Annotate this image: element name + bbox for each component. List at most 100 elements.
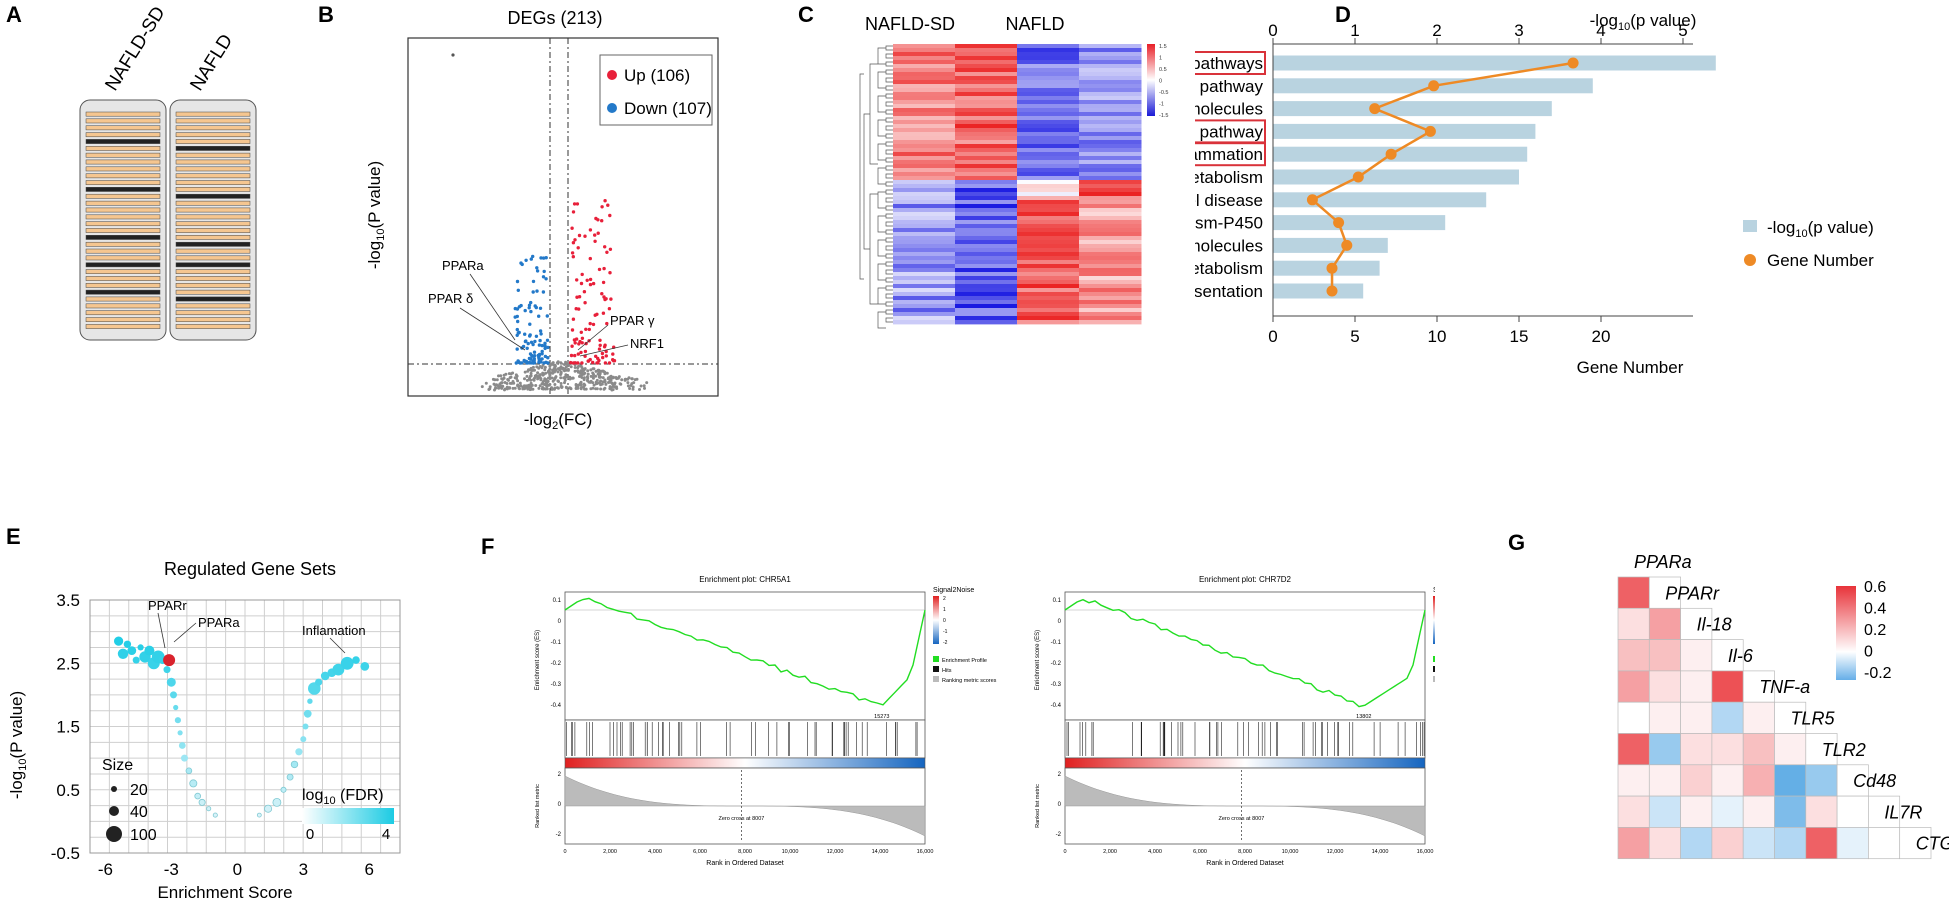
volcano-point-ns [559, 373, 563, 376]
volcano-point-down [540, 349, 544, 354]
heatmap-c-cell [893, 244, 956, 249]
heatmap-c-cell [955, 224, 1018, 229]
gene-set-point [170, 691, 177, 699]
heatmap-c-cell [1017, 44, 1080, 49]
gene-set-point [352, 656, 360, 664]
panel-g: G PPARa PPARr Il-18 Il-6 TNF-a TLR5 TLR2 Cd48 IL… [1500, 520, 1949, 906]
rank-x-tick: 4,000 [1148, 849, 1162, 855]
volcano-point-ns [564, 360, 568, 364]
volcano-point-ns [603, 372, 607, 376]
heatmap-c-cell [955, 80, 1018, 85]
volcano-point-ns [645, 381, 649, 385]
heatmap-c-cell [955, 172, 1018, 177]
heatmap-c-cell [955, 312, 1018, 317]
volcano-point-ns [525, 378, 529, 382]
volcano-point-ns [585, 375, 589, 379]
heatmap-c-cell [1017, 188, 1080, 193]
corr-cell [1774, 733, 1807, 766]
rank-tick: -2 [556, 832, 562, 838]
corr-diag-cell [1868, 795, 1901, 828]
volcano-point-down [516, 288, 520, 292]
volcano-point-up [596, 356, 600, 361]
rank-tick: -2 [1056, 832, 1062, 838]
heatmap-c-cell [1017, 256, 1080, 261]
volcano-point-ns [624, 377, 628, 381]
label-pparr: PPARr [148, 598, 187, 613]
pathway-bar [1273, 123, 1536, 139]
volcano-point-ns [595, 382, 599, 385]
volcano-point-down [529, 300, 533, 305]
chromosome-band [85, 269, 161, 274]
volcano-point-up [611, 359, 616, 363]
heatmap-c-cell [1017, 308, 1080, 313]
volcano-point-down [541, 275, 546, 279]
heatmap-c-cell [1017, 268, 1080, 273]
gene-label: IL7R [1884, 802, 1922, 822]
svg-text:-log10(P value): -log10(P value) [365, 161, 387, 269]
volcano-point-up [573, 341, 577, 345]
volcano-point-ns [542, 387, 546, 391]
volcano-point-ns [591, 371, 595, 375]
volcano-point-down [542, 361, 546, 365]
gene-set-point [132, 656, 140, 664]
volcano-point-ns [635, 377, 639, 381]
gene-number-point [1385, 148, 1397, 160]
volcano-point-up [607, 361, 612, 365]
pathway-bar [1273, 237, 1388, 253]
volcano-point-ns [538, 373, 542, 377]
volcano-point-up [588, 228, 593, 232]
volcano-point-ns [630, 377, 634, 381]
volcano-point-ns [578, 382, 582, 386]
volcano-point-up [588, 277, 593, 282]
heatmap-c-cell [1017, 252, 1080, 257]
pathway-bar [1273, 215, 1446, 231]
heatmap-c-cell [955, 280, 1018, 285]
volcano-point-down [541, 256, 546, 260]
chromosome-band [175, 262, 251, 268]
gsea-title: Enrichment plot: CHR5A1 [699, 575, 791, 584]
top-axis-tick-label: 1 [1350, 21, 1359, 40]
heatmap-c-cell [1017, 296, 1080, 301]
volcano-point-down [515, 279, 520, 284]
heatmap-c-cell [955, 196, 1018, 201]
corr-cell [1711, 701, 1744, 734]
corr-cell [1868, 827, 1901, 860]
chromosome-band [175, 193, 251, 199]
heatmap-c-scale-tick: 1.5 [1159, 44, 1167, 50]
volcano-point-down [527, 356, 532, 361]
volcano-point-up [608, 247, 613, 251]
heatmap-c-cell [893, 48, 956, 53]
heatmap-c-cell [955, 132, 1018, 137]
volcano-point-ns [499, 374, 503, 378]
heatmap-c-cell [1079, 172, 1142, 177]
corr-cell [1774, 827, 1807, 860]
volcano-point-down [540, 352, 544, 356]
volcano-point-down [531, 361, 535, 365]
heatmap-c-cell [893, 180, 956, 185]
heatmap-c-cell [955, 48, 1018, 53]
gene-set-point [320, 671, 330, 681]
heatmap-c-cell [893, 276, 956, 281]
heatmap-c-cell [1079, 204, 1142, 209]
corr-cell [1648, 733, 1681, 766]
panel-label-a: A [6, 2, 22, 27]
legend-line-label: Gene Number [1767, 251, 1874, 270]
volcano-point-ns [540, 366, 544, 370]
heatmap-c-cell [893, 184, 956, 189]
chromosome-band [85, 118, 161, 124]
panel-label-f: F [481, 534, 494, 559]
annot-pparg-line [577, 324, 609, 351]
chromosome-band [175, 255, 251, 261]
heatmap-c-cell [1079, 208, 1142, 213]
corr-scale-tick: -0.2 [1864, 665, 1892, 682]
heatmap-c-cell [1017, 68, 1080, 73]
label-ppara-line [173, 622, 197, 643]
volcano-point-ns [556, 370, 560, 374]
volcano-point-down [519, 303, 523, 308]
heatmap-c-cell [1079, 136, 1142, 141]
heatmap-c-cell [955, 120, 1018, 125]
volcano-point-ns [543, 368, 547, 372]
heatmap-c-cell [893, 68, 956, 73]
heatmap-c-cell [893, 164, 956, 169]
volcano-point-up [577, 342, 581, 346]
